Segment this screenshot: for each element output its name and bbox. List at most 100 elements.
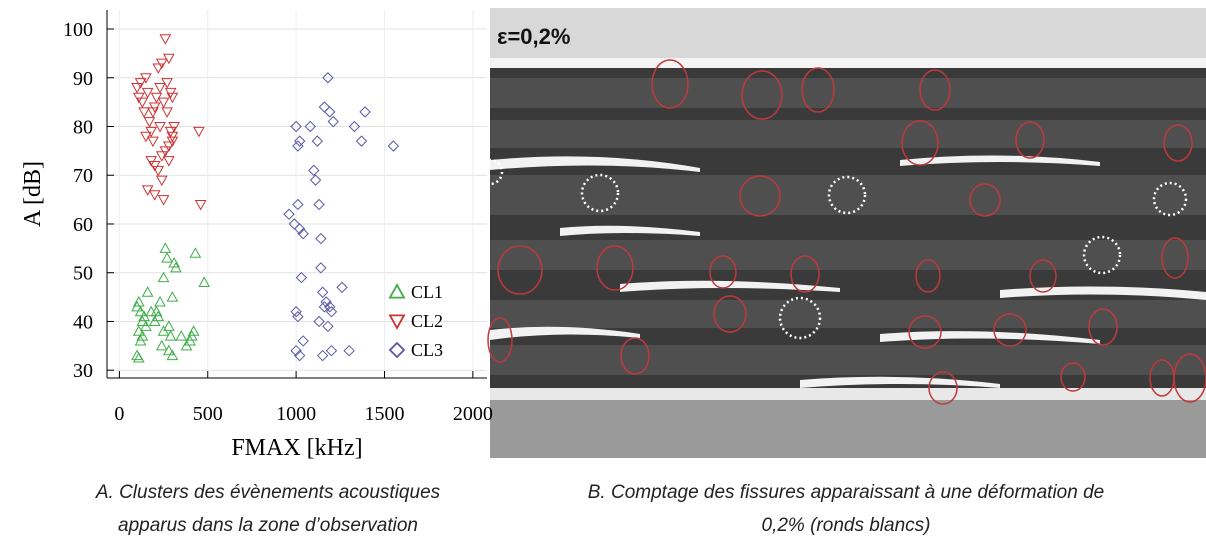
point [348, 120, 361, 133]
y-tick-label: 70 [73, 165, 93, 187]
micrograph: ε=0,2% [476, 8, 1206, 458]
point [140, 320, 152, 331]
point [193, 126, 205, 138]
legend-label: CL3 [411, 340, 443, 360]
point [131, 349, 143, 361]
point [141, 286, 154, 297]
point [134, 78, 147, 89]
point [148, 190, 161, 201]
point [166, 136, 179, 148]
point [147, 136, 159, 148]
point [343, 344, 355, 357]
x-axis-label: FMAX [kHz] [231, 435, 362, 461]
legend-label: CL1 [411, 282, 443, 302]
point [313, 315, 325, 328]
caption-a-line-1: A. Clusters des évènements acoustiques [95, 482, 441, 503]
point [293, 223, 306, 235]
point [138, 107, 150, 118]
point [159, 34, 172, 45]
point [132, 351, 145, 363]
point [157, 271, 170, 283]
point [145, 305, 158, 317]
y-tick-label: 60 [73, 214, 93, 236]
caption-b-line-2: 0,2% (ronds blancs) [762, 515, 931, 536]
point [175, 330, 188, 341]
point [155, 58, 168, 70]
point [166, 349, 179, 361]
point [152, 165, 165, 177]
point [136, 330, 149, 341]
point [387, 140, 400, 152]
point [163, 320, 175, 331]
point [290, 306, 302, 318]
caption-a-line-2: apparus dans la zone d’observation [118, 515, 418, 536]
y-tick-label: 100 [63, 19, 93, 41]
y-axis-label: A [dB] [20, 161, 46, 227]
point [131, 82, 143, 94]
point [134, 305, 147, 317]
point [316, 286, 329, 298]
point [154, 295, 166, 307]
point [315, 262, 327, 274]
point [159, 242, 172, 253]
x-tick-label: 500 [193, 403, 223, 425]
point [292, 140, 304, 152]
point [161, 252, 173, 263]
point [157, 195, 170, 206]
point [198, 276, 211, 287]
point [355, 135, 368, 147]
point [322, 320, 334, 333]
point [141, 87, 154, 99]
point [163, 53, 175, 65]
point [187, 325, 200, 336]
point [308, 164, 320, 177]
point [163, 156, 175, 167]
point [359, 106, 371, 118]
point [293, 349, 306, 362]
point [322, 72, 334, 84]
point [194, 199, 207, 211]
point [297, 335, 309, 347]
point [290, 120, 302, 133]
point [304, 120, 316, 133]
point [313, 198, 325, 211]
point [155, 339, 168, 351]
point [283, 208, 295, 220]
point [189, 247, 202, 258]
point [316, 349, 329, 362]
point [325, 344, 338, 357]
point [154, 121, 166, 133]
point [132, 295, 145, 307]
point [325, 306, 338, 318]
x-tick-label: 0 [114, 403, 124, 425]
legend-marker [388, 314, 406, 330]
point [154, 82, 166, 94]
point [161, 78, 173, 89]
point [318, 101, 331, 113]
legend-marker [388, 341, 406, 359]
point [170, 261, 182, 273]
point [295, 271, 308, 284]
point [323, 301, 336, 313]
point [166, 291, 179, 302]
point [157, 325, 170, 336]
point [155, 175, 168, 187]
y-tick-label: 50 [73, 263, 93, 285]
point [136, 97, 149, 109]
point [323, 106, 336, 118]
point [315, 232, 327, 245]
y-tick-label: 30 [73, 360, 93, 382]
y-tick-label: 40 [73, 311, 93, 333]
point [320, 296, 332, 308]
point [140, 73, 152, 84]
point [290, 344, 302, 357]
point [292, 310, 304, 323]
point [148, 160, 161, 172]
point [293, 135, 306, 147]
x-tick-label: 2000 [453, 403, 493, 425]
x-tick-label: 1500 [364, 403, 404, 425]
y-tick-label: 90 [73, 68, 93, 90]
point [143, 117, 156, 128]
point [145, 156, 158, 167]
